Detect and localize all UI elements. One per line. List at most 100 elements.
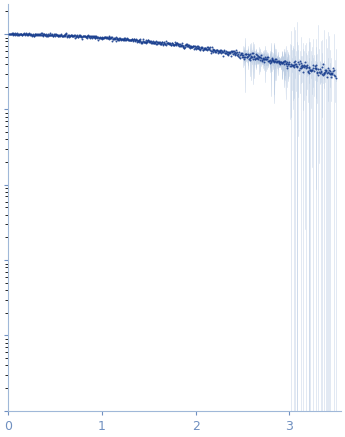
Point	[274, 59, 280, 66]
Point	[6, 31, 12, 38]
Point	[326, 66, 332, 73]
Point	[53, 31, 58, 38]
Point	[65, 32, 71, 39]
Point	[211, 46, 217, 53]
Point	[185, 41, 190, 48]
Point	[233, 47, 239, 54]
Point	[10, 31, 16, 38]
Point	[67, 32, 72, 39]
Point	[217, 47, 222, 54]
Point	[32, 31, 37, 38]
Point	[136, 37, 141, 44]
Point	[101, 35, 106, 42]
Point	[139, 39, 145, 46]
Point	[240, 52, 246, 59]
Point	[321, 69, 326, 76]
Point	[269, 57, 275, 64]
Point	[292, 61, 297, 68]
Point	[210, 47, 216, 54]
Point	[140, 38, 146, 45]
Point	[152, 39, 157, 46]
Point	[181, 44, 186, 51]
Point	[98, 34, 104, 41]
Point	[228, 48, 234, 55]
Point	[83, 34, 88, 41]
Point	[214, 46, 219, 53]
Point	[190, 42, 196, 49]
Point	[76, 31, 81, 38]
Point	[131, 38, 136, 45]
Point	[156, 38, 161, 45]
Point	[245, 52, 251, 59]
Point	[297, 64, 303, 71]
Point	[231, 49, 236, 56]
Point	[236, 54, 242, 61]
Point	[198, 43, 204, 50]
Point	[168, 39, 173, 46]
Point	[198, 45, 204, 52]
Point	[211, 49, 216, 55]
Point	[271, 58, 277, 65]
Point	[40, 31, 46, 38]
Point	[231, 48, 237, 55]
Point	[68, 31, 74, 38]
Point	[14, 31, 20, 38]
Point	[122, 35, 127, 42]
Point	[77, 32, 83, 39]
Point	[80, 34, 85, 41]
Point	[216, 47, 221, 54]
Point	[166, 41, 172, 48]
Point	[199, 44, 205, 51]
Point	[101, 34, 107, 41]
Point	[8, 31, 14, 38]
Point	[188, 44, 193, 51]
Point	[57, 33, 62, 40]
Point	[223, 49, 228, 56]
Point	[310, 62, 315, 69]
Point	[324, 67, 329, 74]
Point	[84, 32, 90, 39]
Point	[327, 71, 333, 78]
Point	[272, 58, 277, 65]
Point	[86, 32, 91, 39]
Point	[218, 49, 224, 56]
Point	[141, 38, 146, 45]
Point	[126, 37, 131, 44]
Point	[190, 43, 195, 50]
Point	[306, 63, 312, 70]
Point	[19, 31, 25, 38]
Point	[147, 38, 152, 45]
Point	[83, 33, 89, 40]
Point	[276, 58, 282, 65]
Point	[82, 32, 88, 39]
Point	[79, 35, 85, 42]
Point	[256, 54, 262, 61]
Point	[81, 32, 87, 39]
Point	[102, 34, 108, 41]
Point	[37, 31, 42, 38]
Point	[129, 37, 134, 44]
Point	[136, 38, 142, 45]
Point	[246, 55, 252, 62]
Point	[34, 32, 39, 39]
Point	[254, 55, 260, 62]
Point	[124, 37, 129, 44]
Point	[247, 54, 253, 61]
Point	[287, 60, 292, 67]
Point	[13, 31, 19, 38]
Point	[152, 39, 158, 46]
Point	[36, 31, 41, 38]
Point	[262, 58, 267, 65]
Point	[171, 41, 176, 48]
Point	[146, 38, 151, 45]
Point	[170, 42, 176, 49]
Point	[226, 49, 231, 55]
Point	[209, 44, 215, 51]
Point	[40, 31, 45, 38]
Point	[208, 48, 214, 55]
Point	[285, 65, 290, 72]
Point	[153, 38, 159, 45]
Point	[130, 35, 135, 42]
Point	[316, 68, 322, 75]
Point	[280, 58, 286, 65]
